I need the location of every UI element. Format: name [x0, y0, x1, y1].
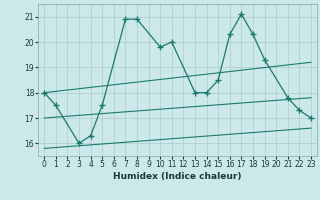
X-axis label: Humidex (Indice chaleur): Humidex (Indice chaleur)	[113, 172, 242, 181]
